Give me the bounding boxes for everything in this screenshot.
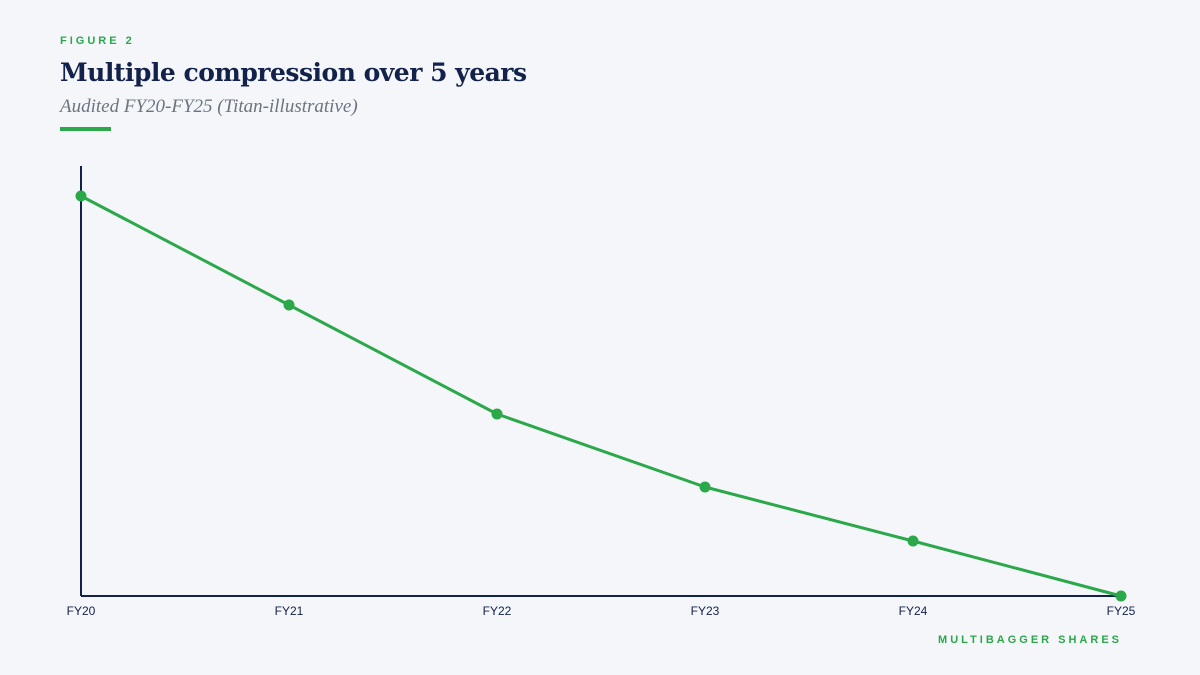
x-tick-labels: FY20 FY21 FY22 FY23 FY24 FY25 <box>67 604 1136 618</box>
data-point-fy23 <box>699 481 711 493</box>
brand-footer: MULTIBAGGER SHARES <box>938 634 1122 646</box>
chart-series <box>75 190 1127 602</box>
data-point-fy20 <box>75 190 87 202</box>
data-point-fy22 <box>491 408 503 420</box>
data-point-fy21 <box>283 299 295 311</box>
x-tick-label: FY24 <box>899 604 928 618</box>
title-accent-rule <box>60 127 111 131</box>
x-tick-label: FY20 <box>67 604 96 618</box>
data-point-fy25 <box>1115 590 1127 602</box>
series-line <box>80 194 1122 598</box>
chart-axes <box>80 166 1121 597</box>
x-tick-label: FY21 <box>275 604 304 618</box>
x-tick-label: FY25 <box>1107 604 1136 618</box>
x-tick-label: FY22 <box>483 604 512 618</box>
figure-label: FIGURE 2 <box>60 35 135 47</box>
chart-title: Multiple compression over 5 years <box>60 58 527 87</box>
data-point-fy24 <box>907 535 919 547</box>
chart-subtitle: Audited FY20-FY25 (Titan-illustrative) <box>60 96 358 117</box>
x-tick-label: FY23 <box>691 604 720 618</box>
